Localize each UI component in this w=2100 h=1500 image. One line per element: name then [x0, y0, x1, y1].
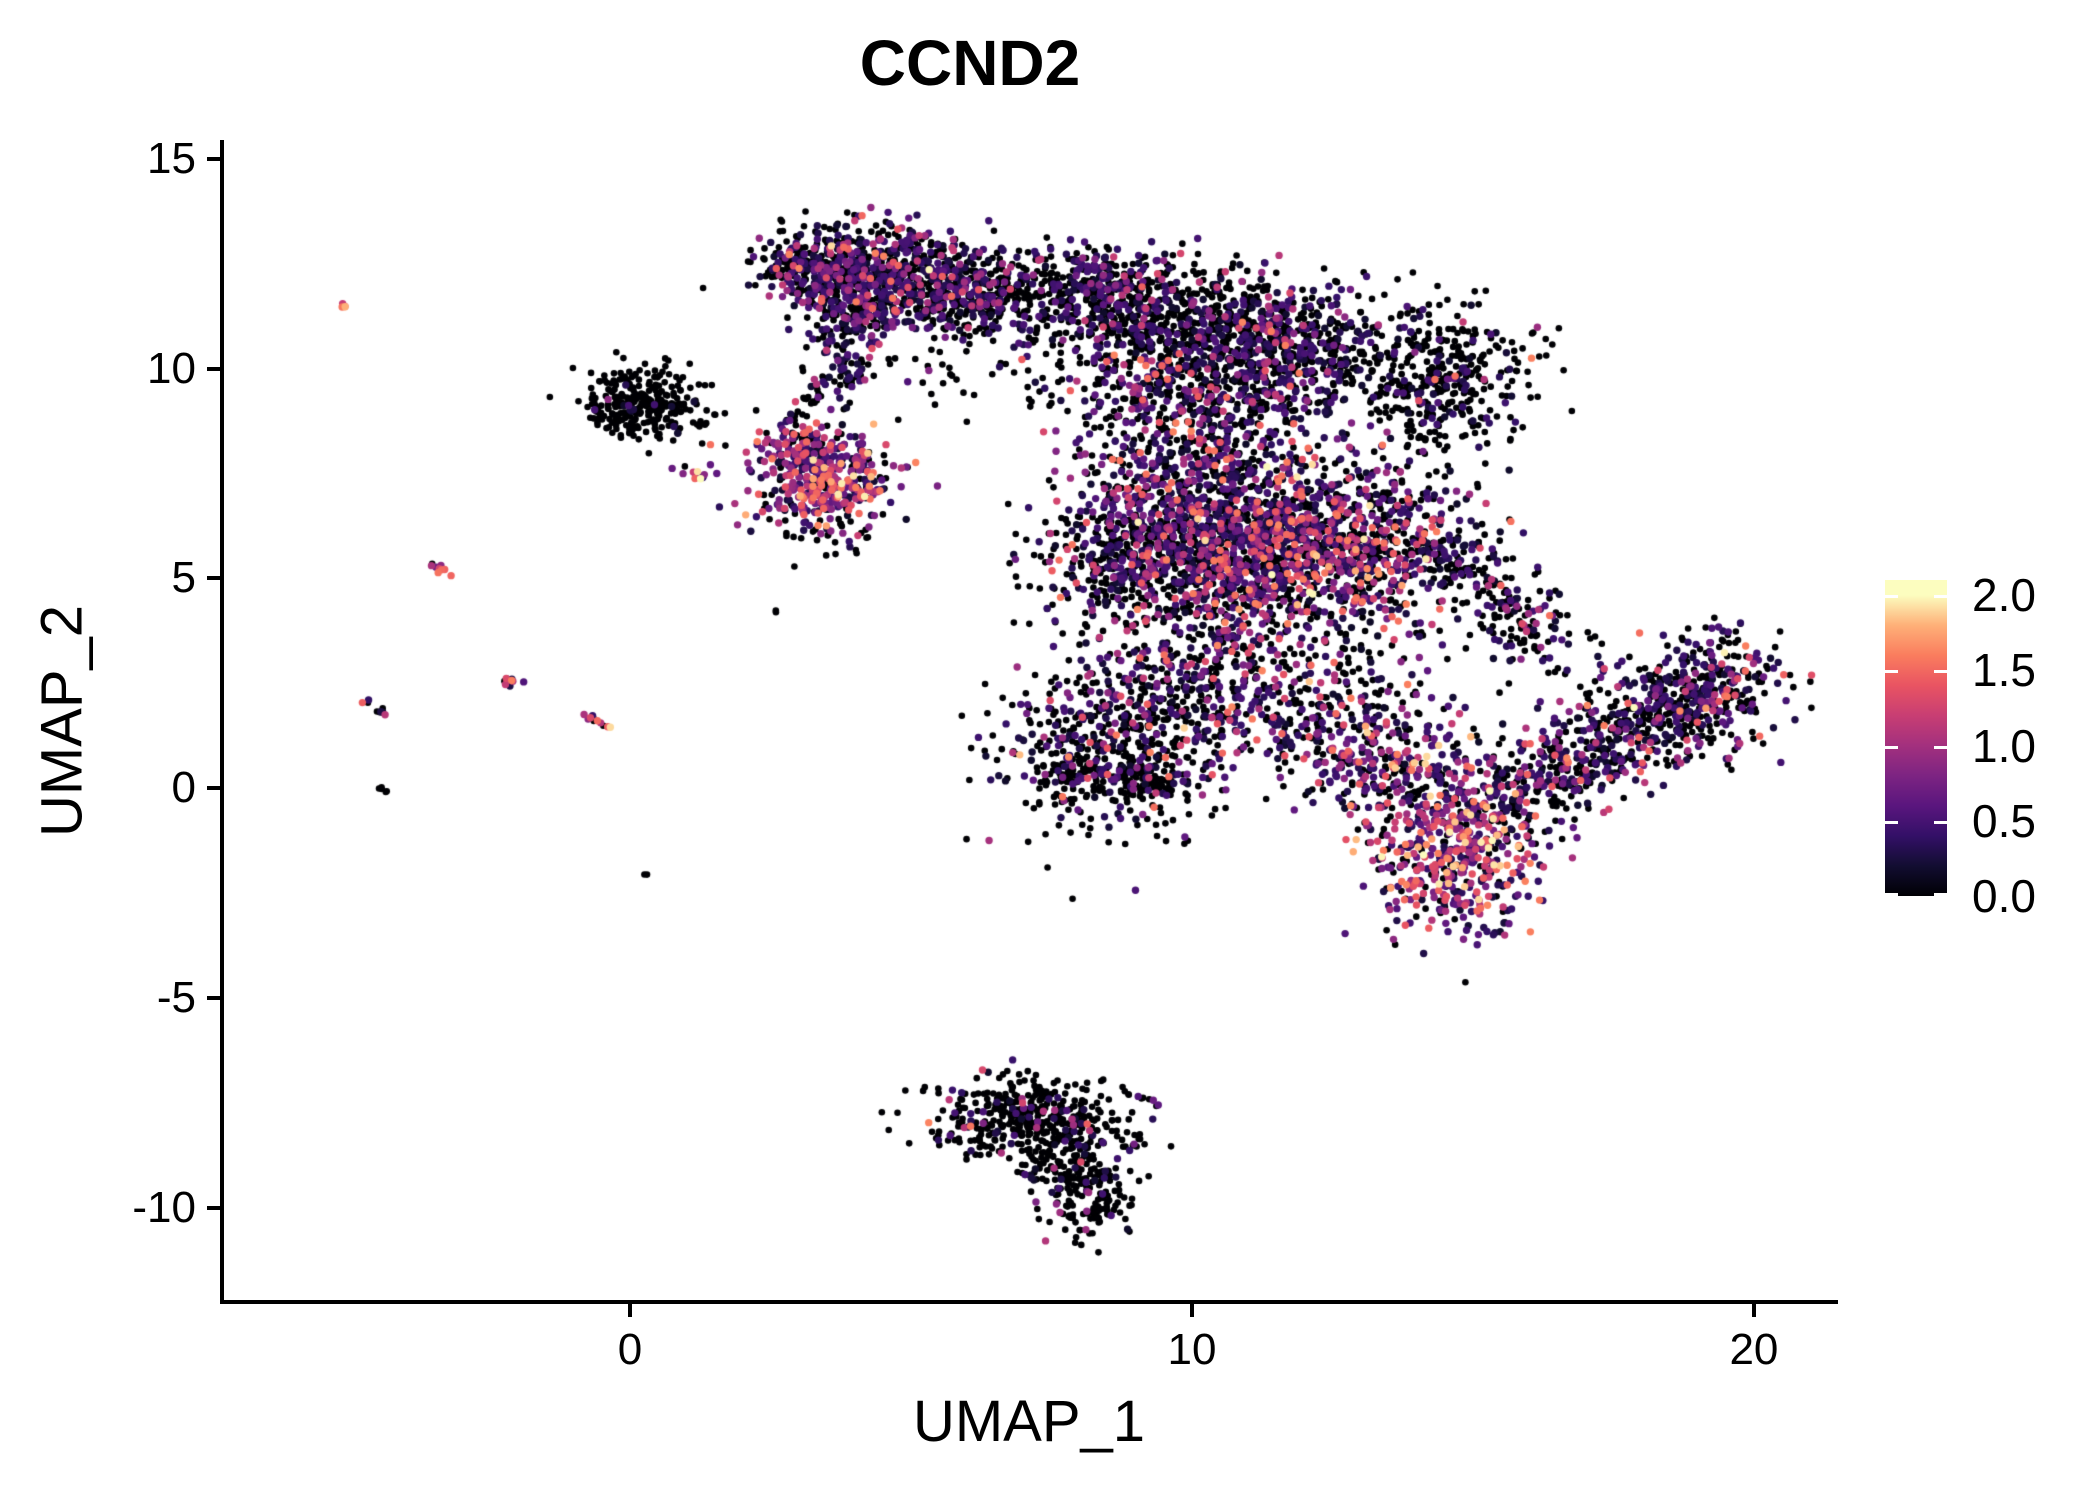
plot-title: CCND2	[859, 27, 1081, 99]
y-axis-title: UMAP_2	[29, 604, 95, 838]
colorbar-tick-label: 0.0	[1972, 870, 2036, 922]
colorbar-tick-mark	[1885, 670, 1898, 674]
y-tick-label: 0	[171, 763, 196, 813]
y-tick-mark	[207, 786, 222, 791]
y-tick-mark	[207, 995, 222, 1000]
colorbar-tick-mark	[1885, 820, 1898, 824]
colorbar-tick-label: 0.5	[1972, 794, 2036, 847]
colorbar-tick-mark	[1934, 820, 1947, 824]
y-tick-label: 15	[147, 133, 196, 183]
y-tick-label: -10	[132, 1182, 196, 1232]
y-axis-line	[220, 140, 224, 1304]
colorbar-tick-mark	[1934, 670, 1947, 674]
colorbar-tick-label: 1.5	[1972, 644, 2036, 697]
y-tick-mark	[207, 576, 222, 581]
colorbar-tick-mark	[1885, 595, 1898, 599]
y-tick-label: -5	[156, 972, 196, 1022]
colorbar-tick-label: 2.0	[1972, 569, 2036, 622]
colorbar-tick-label: 1.0	[1972, 719, 2036, 772]
colorbar-tick-mark	[1934, 893, 1947, 896]
x-axis-line	[220, 1300, 1838, 1304]
y-tick-label: 10	[147, 343, 196, 393]
colorbar-gradient	[1885, 580, 1947, 896]
y-tick-label: 5	[171, 553, 196, 603]
x-tick-mark	[1189, 1302, 1194, 1317]
x-tick-label: 10	[1167, 1325, 1217, 1374]
colorbar-tick-mark	[1885, 893, 1898, 896]
x-tick-label: 0	[617, 1325, 643, 1374]
x-tick-label: 20	[1729, 1325, 1779, 1374]
y-tick-mark	[207, 1205, 222, 1210]
y-tick-mark	[207, 156, 222, 161]
colorbar-tick-mark	[1934, 745, 1947, 749]
colorbar-tick-mark	[1934, 595, 1947, 599]
y-tick-mark	[207, 366, 222, 371]
x-tick-mark	[1751, 1302, 1756, 1317]
x-tick-mark	[627, 1302, 632, 1317]
colorbar-tick-mark	[1885, 745, 1898, 749]
x-axis-title: UMAP_1	[912, 1389, 1146, 1454]
